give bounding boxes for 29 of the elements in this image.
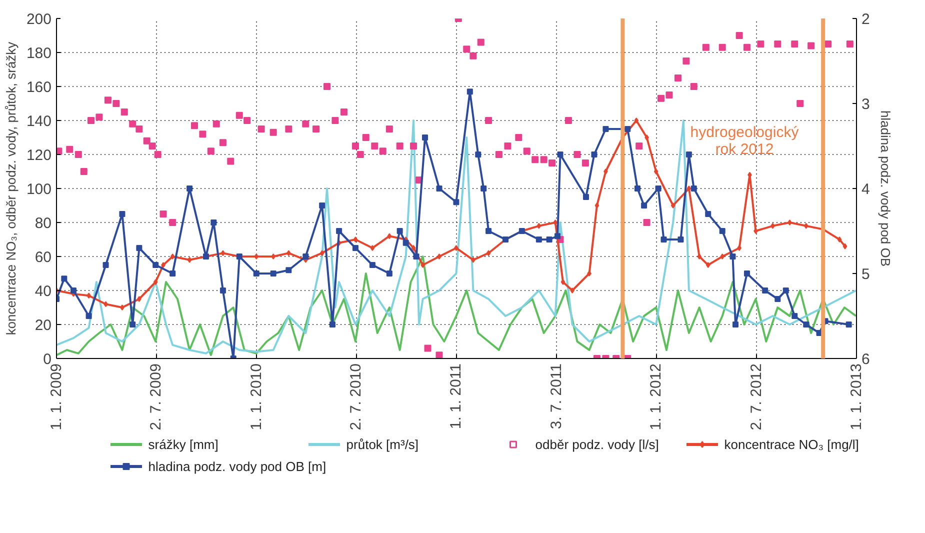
- legend-label: koncentrace NO₃ [mg/l]: [724, 437, 859, 452]
- y-tick-label: 80: [34, 215, 52, 232]
- y-tick-label: 100: [26, 181, 52, 198]
- legend-label: hladina podz. vody pod OB [m]: [148, 459, 326, 474]
- y-axis-title: koncentrace NO₃, odběr podz. vody, průtok, srážky: [3, 41, 18, 336]
- x-tick-label: 3. 7. 2011: [548, 363, 565, 430]
- x-tick-label: 2. 7. 2010: [348, 363, 365, 430]
- annotation: hydrogeologický rok 2012: [690, 124, 800, 158]
- x-tick-label: 2. 7. 2009: [148, 363, 165, 430]
- legend-label: průtok [m³/s]: [346, 437, 419, 452]
- x-tick-label: 1. 1. 2010: [248, 363, 265, 430]
- legend-label: odběr podz. vody [l/s]: [535, 437, 659, 452]
- x-tick-label: 2. 7. 2012: [748, 363, 765, 430]
- y-tick-label: 40: [34, 283, 52, 300]
- y-tick-label: 160: [26, 79, 52, 96]
- y2-tick-label: 4: [862, 181, 870, 198]
- y-tick-label: 120: [26, 147, 52, 164]
- x-tick-label: 1. 1. 2011: [448, 363, 465, 430]
- y-tick-label: 20: [34, 317, 52, 334]
- y-tick-label: 180: [26, 45, 52, 62]
- y2-tick-label: 5: [862, 266, 870, 283]
- y-tick-label: 140: [26, 113, 52, 130]
- legend-label: srážky [mm]: [148, 437, 218, 452]
- y2-axis-title: hladina podz. vody pod OB: [878, 110, 893, 267]
- y2-tick-label: 3: [862, 96, 870, 113]
- x-tick-label: 1. 1. 2012: [648, 363, 665, 430]
- y-tick-label: 60: [34, 249, 52, 266]
- y2-tick-label: 2: [862, 11, 870, 28]
- y-tick-label: 200: [26, 11, 52, 28]
